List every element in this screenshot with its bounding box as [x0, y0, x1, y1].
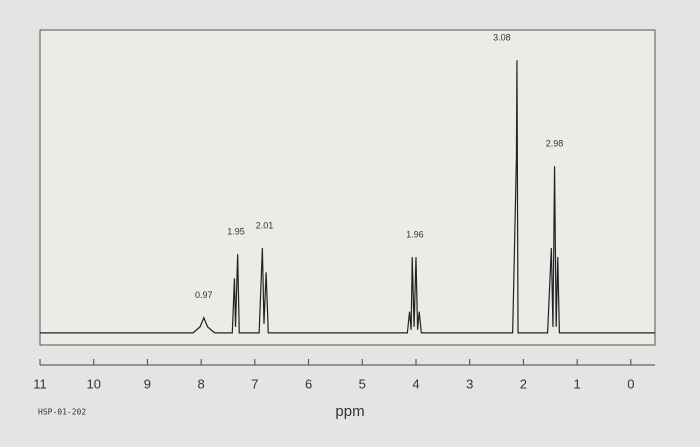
- footer-code: HSP-01-202: [38, 408, 86, 417]
- x-tick-label: 5: [359, 376, 366, 391]
- x-tick-label: 6: [305, 376, 312, 391]
- integral-label: 2.98: [546, 139, 564, 149]
- x-tick-label: 4: [412, 376, 419, 391]
- integral-label: 1.96: [406, 230, 424, 240]
- x-tick-label: 8: [198, 376, 205, 391]
- x-tick-label: 9: [144, 376, 151, 391]
- x-tick-label: 1: [574, 376, 581, 391]
- integral-label: 1.95: [227, 227, 245, 237]
- plot-frame: [39, 29, 656, 346]
- x-axis-label: ppm: [335, 403, 364, 420]
- x-tick-label: 3: [466, 376, 473, 391]
- x-tick-label: 0: [627, 376, 634, 391]
- spectrum-line: [40, 60, 655, 334]
- x-tick-label: 7: [251, 376, 258, 391]
- integral-label: 2.01: [256, 220, 274, 230]
- x-tick-label: 11: [33, 376, 47, 391]
- x-tick-label: 10: [86, 376, 100, 391]
- integral-label: 0.97: [195, 290, 213, 300]
- x-tick-label: 2: [520, 376, 527, 391]
- integral-label: 3.08: [493, 33, 511, 43]
